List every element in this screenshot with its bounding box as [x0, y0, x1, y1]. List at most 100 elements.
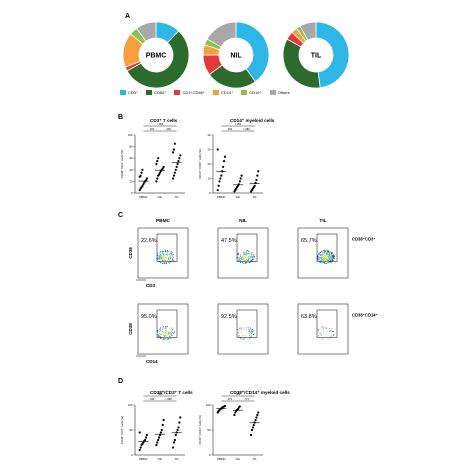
flow-event [166, 335, 168, 337]
panel-a-letter: A [125, 13, 131, 20]
flow-event [159, 262, 161, 264]
data-point [142, 183, 145, 186]
data-point [155, 443, 158, 447]
flow-event [167, 257, 168, 259]
flow-event [160, 255, 162, 257]
flow-event [169, 255, 171, 257]
flow-event [167, 255, 169, 257]
flow-event [322, 261, 323, 263]
flow-event [163, 262, 165, 264]
flow-event [159, 257, 161, 259]
flow-event [165, 261, 167, 263]
flow-event [170, 256, 172, 258]
data-point [141, 168, 144, 171]
flow-event [246, 262, 248, 264]
legend-item: CD19⁺ [241, 90, 262, 95]
data-point [139, 174, 142, 177]
flow-event [156, 254, 158, 256]
flow-event [317, 253, 319, 255]
flow-event [156, 257, 158, 259]
flow-event [172, 253, 174, 255]
flow-plot-frame [217, 227, 269, 279]
flow-event [243, 252, 245, 254]
y-tick-label: 20 [207, 162, 211, 166]
flow-event [325, 332, 327, 333]
flow-event [165, 256, 167, 258]
y-axis-label: CD14⁺ CD38⁺ cells (%) [198, 149, 202, 179]
flow-event [333, 255, 335, 257]
scatter-title: CD14⁺ myeloid cells [230, 118, 275, 123]
flow-event [248, 262, 250, 264]
flow-event [240, 259, 242, 261]
flow-event [247, 336, 249, 338]
flow-event [157, 330, 158, 332]
flow-event [163, 256, 164, 258]
flow-event [160, 329, 162, 331]
data-point [172, 441, 176, 444]
flow-event [329, 258, 331, 260]
flow-event [323, 254, 325, 256]
flow-event [321, 261, 322, 263]
flow-event [167, 337, 169, 339]
flow-event [163, 261, 165, 263]
flow-event [322, 332, 324, 334]
data-point [172, 148, 176, 151]
flow-event [247, 258, 249, 260]
flow-event [237, 257, 239, 259]
flow-event [253, 330, 255, 332]
legend-swatch [241, 90, 248, 95]
flow-event [161, 252, 163, 254]
x-tick-label: TIL [252, 195, 257, 199]
data-point [144, 438, 147, 442]
flow-x-axis-label: CD3 [146, 283, 155, 288]
y-tick-label: 50 [129, 428, 133, 432]
flow-event [237, 253, 238, 255]
flow-event [164, 263, 166, 265]
flow-event [331, 254, 333, 256]
legend-label: CD3⁺ [128, 90, 139, 95]
flow-event [173, 253, 175, 255]
flow-event [322, 256, 324, 257]
flow-event [157, 258, 158, 260]
flow-event [163, 330, 165, 332]
data-point [162, 165, 165, 168]
flow-event [319, 252, 321, 254]
flow-event [331, 260, 333, 262]
flow-event [163, 336, 165, 338]
flow-event [249, 332, 250, 334]
legend-swatch [174, 90, 181, 95]
flow-event [158, 330, 160, 332]
flow-event [251, 261, 253, 262]
flow-gate [236, 233, 258, 262]
donut-slice [282, 38, 321, 89]
flow-event [320, 256, 322, 258]
flow-event [165, 326, 166, 328]
flow-event [158, 256, 160, 258]
flow-event [171, 253, 173, 255]
flow-event [251, 255, 253, 257]
legend-label: CD14⁺ [220, 90, 234, 95]
flow-event [168, 255, 170, 257]
data-point [145, 433, 149, 437]
flow-event [322, 262, 324, 264]
x-tick-label: NIL [158, 195, 163, 199]
data-point [175, 165, 178, 168]
p-value-label: <.998 [165, 397, 172, 401]
y-tick-label: 0 [209, 453, 211, 457]
data-point [217, 184, 220, 187]
p-value-label: .020 [149, 127, 155, 131]
flow-event [237, 254, 239, 256]
gate-percent: 95.0% [141, 314, 157, 320]
flow-event [249, 253, 250, 255]
flow-event [251, 332, 252, 334]
flow-event [165, 257, 167, 259]
flow-event [173, 332, 175, 334]
flow-event [244, 257, 246, 258]
data-point [251, 426, 254, 429]
flow-event [250, 335, 252, 337]
flow-event [165, 330, 167, 332]
y-tick-label: 80 [129, 145, 133, 149]
flow-event [159, 335, 161, 337]
flow-event [168, 338, 170, 340]
flow-event [249, 259, 251, 261]
